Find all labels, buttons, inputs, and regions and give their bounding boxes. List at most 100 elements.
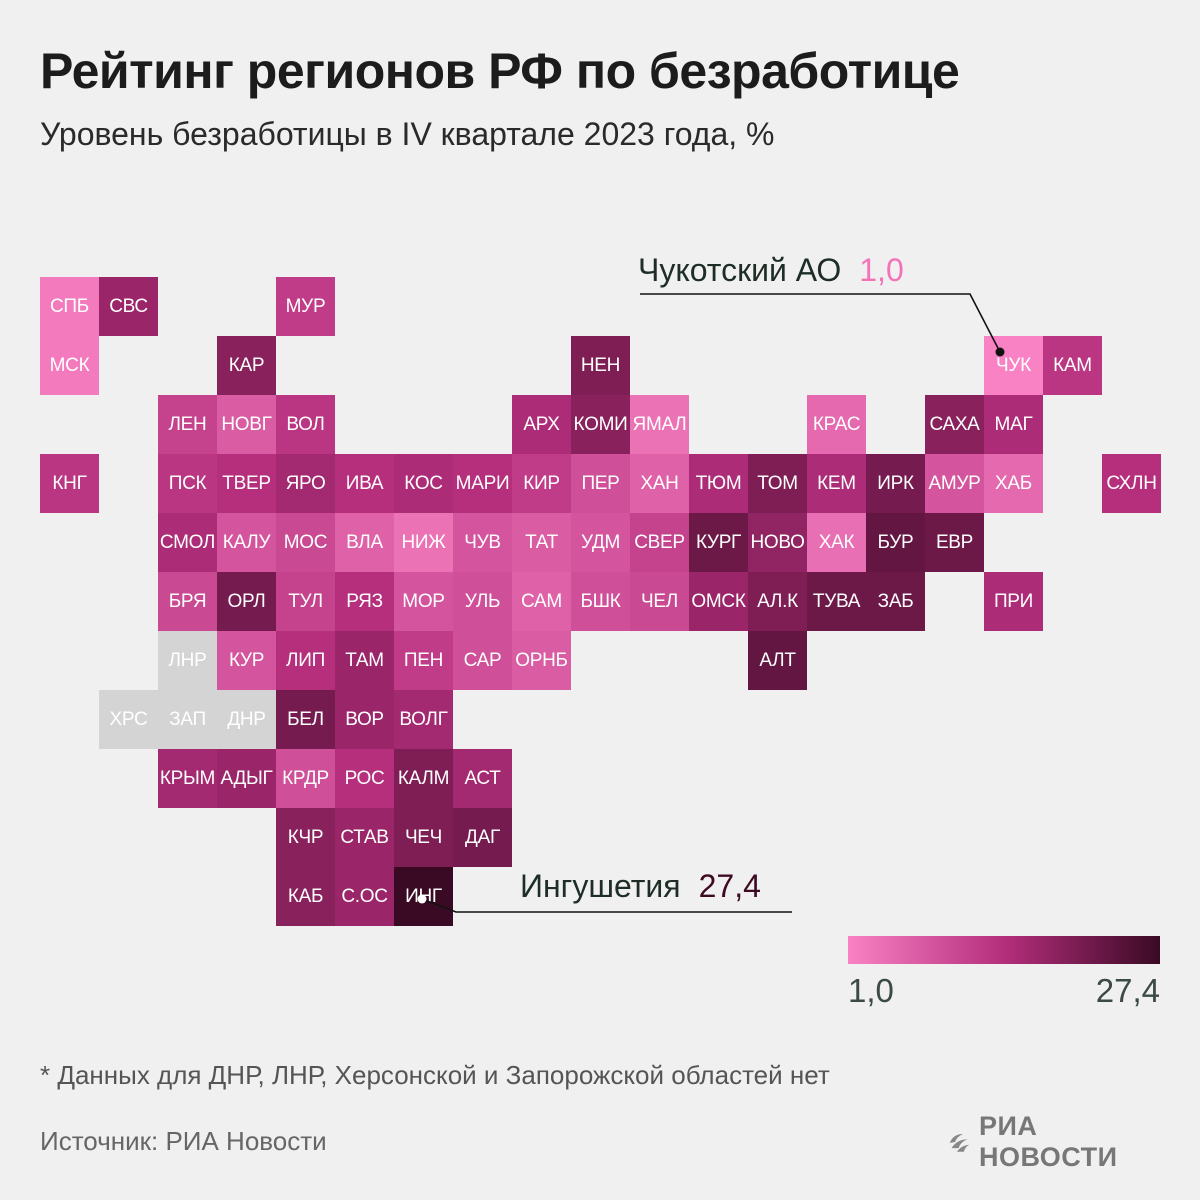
source-label: Источник: РИА Новости [40,1126,327,1156]
ria-logo-text: РИА НОВОСТИ [978,1111,1118,1172]
page-subtitle: Уровень безработицы в IV квартале 2023 г… [40,116,775,152]
region-cell: КРЫМ [158,749,217,808]
region-cell: ВЛА [335,513,394,572]
region-cell: ОРНБ [512,631,571,690]
region-cell: ХРС [99,690,158,749]
footnote: * Данных для ДНР, ЛНР, Херсонской и Запо… [40,1060,830,1090]
region-cell: ИРК [866,454,925,513]
region-cell: ИНГ [394,867,453,926]
region-cell: САМ [512,572,571,631]
region-cell: ЛИП [276,631,335,690]
region-cell: АСТ [453,749,512,808]
page-title: Рейтинг регионов РФ по безработице [40,43,960,99]
region-cell: СТАВ [335,808,394,867]
region-cell: КНГ [40,454,99,513]
region-cell: ВОР [335,690,394,749]
region-cell: ЗАБ [866,572,925,631]
region-cell: СВЕР [630,513,689,572]
region-cell: КАБ [276,867,335,926]
region-cell: САР [453,631,512,690]
region-cell: ЧУК [984,336,1043,395]
callout-chukotka: Чукотский АО 1,0 [638,252,904,289]
region-cell: ОМСК [689,572,748,631]
region-cell: РОС [335,749,394,808]
region-cell: ЯРО [276,454,335,513]
callout-chukotka-name: Чукотский АО [638,252,842,288]
region-cell: КУРГ [689,513,748,572]
region-cell: ПЕР [571,454,630,513]
region-cell: МАГ [984,395,1043,454]
region-cell: НОВГ [217,395,276,454]
region-cell: С.ОС [335,867,394,926]
region-cell: КАЛУ [217,513,276,572]
region-cell: СПБ [40,277,99,336]
region-cell: СМОЛ [158,513,217,572]
region-cell: ДАГ [453,808,512,867]
region-cell: ПЕН [394,631,453,690]
region-cell: АМУР [925,454,984,513]
region-cell: МАРИ [453,454,512,513]
region-cell: ВОЛГ [394,690,453,749]
region-cell: КЧР [276,808,335,867]
region-cell: ЧЕЛ [630,572,689,631]
region-cell: ТУВА [807,572,866,631]
ria-logo-icon [949,1134,970,1152]
callout-ingushetia-value: 27,4 [698,868,761,904]
callout-ingushetia-name: Ингушетия [520,868,681,904]
callout-ingushetia: Ингушетия 27,4 [520,868,761,905]
region-cell: МОР [394,572,453,631]
region-cell: БШК [571,572,630,631]
region-cell: АЛТ [748,631,807,690]
callout-chukotka-value: 1,0 [859,252,904,288]
region-cell: АЛ.К [748,572,807,631]
region-cell: МСК [40,336,99,395]
region-cell: МУР [276,277,335,336]
legend-color-scale [848,936,1160,964]
region-cell: ТУЛ [276,572,335,631]
region-cell: КИР [512,454,571,513]
region-cell: СВС [99,277,158,336]
region-cell: ОРЛ [217,572,276,631]
region-cell: КАЛМ [394,749,453,808]
region-cell: БУР [866,513,925,572]
region-cell: НИЖ [394,513,453,572]
region-cell: ХАБ [984,454,1043,513]
region-cell: ТВЕР [217,454,276,513]
region-cell: ХАК [807,513,866,572]
region-cell: РЯЗ [335,572,394,631]
region-cell: ЧЕЧ [394,808,453,867]
region-cell: НЕН [571,336,630,395]
region-cell: ЕВР [925,513,984,572]
region-cell: УДМ [571,513,630,572]
region-cell: ТАТ [512,513,571,572]
region-cell: ЧУВ [453,513,512,572]
region-cell: ТЮМ [689,454,748,513]
region-cell: ПСК [158,454,217,513]
region-cell: БЕЛ [276,690,335,749]
region-cell: КАМ [1043,336,1102,395]
region-cell: КЕМ [807,454,866,513]
region-cell: МОС [276,513,335,572]
region-cell: КРДР [276,749,335,808]
legend-max-label: 27,4 [1095,972,1160,1009]
region-cell: ЛЕН [158,395,217,454]
region-cell: КОС [394,454,453,513]
region-cell: ДНР [217,690,276,749]
region-cell: ПРИ [984,572,1043,631]
region-cell: ЯМАЛ [630,395,689,454]
region-cell: ИВА [335,454,394,513]
region-cell: НОВО [748,513,807,572]
region-cell: АДЫГ [217,749,276,808]
region-cell: ЛНР [158,631,217,690]
region-cell: ВОЛ [276,395,335,454]
region-cell: УЛЬ [453,572,512,631]
ria-logo: РИА НОВОСТИ [948,1111,1160,1172]
region-cell: ТОМ [748,454,807,513]
region-cell: КУР [217,631,276,690]
region-cell: ХАН [630,454,689,513]
region-cell: АРХ [512,395,571,454]
region-cell: КАР [217,336,276,395]
region-cell: КОМИ [571,395,630,454]
legend-min-label: 1,0 [848,972,894,1009]
